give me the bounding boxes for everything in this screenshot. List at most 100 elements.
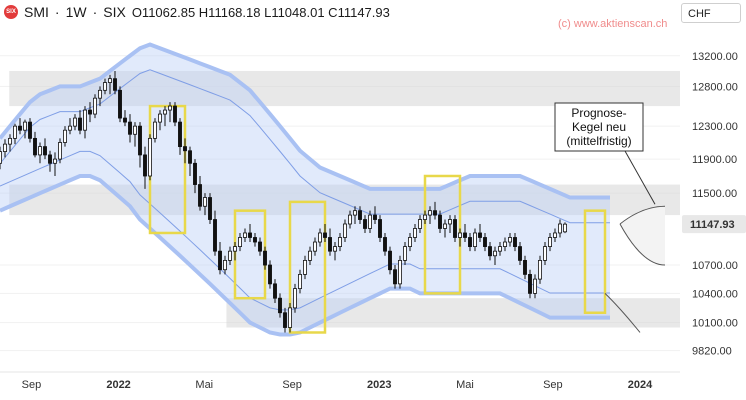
candle-body — [263, 250, 267, 266]
annotation-arrow — [624, 150, 656, 205]
candle — [8, 134, 12, 152]
candle — [483, 232, 487, 252]
candle — [358, 206, 362, 224]
annotation-box — [554, 102, 644, 152]
candle — [248, 223, 252, 243]
candle — [183, 138, 187, 164]
candle — [133, 122, 137, 147]
x-tick-label: Sep — [543, 379, 563, 391]
interval-label[interactable]: 1W — [65, 4, 87, 20]
candle — [563, 222, 567, 234]
candle — [153, 118, 157, 143]
candle-body — [163, 109, 167, 115]
candle-body — [68, 125, 72, 131]
candle — [468, 232, 472, 252]
candle — [448, 215, 452, 233]
candle-body — [143, 154, 147, 177]
candle — [383, 232, 387, 256]
watermark-text: (c) www.aktienscan.ch — [558, 18, 668, 30]
candle — [263, 246, 267, 270]
candle — [203, 193, 207, 216]
candle-body — [358, 210, 362, 220]
candle-body — [283, 312, 287, 328]
envelope-inner-lower-line — [0, 150, 610, 311]
candle — [103, 78, 107, 95]
candle — [128, 114, 132, 143]
candle — [138, 122, 142, 168]
y-tick-label: 13200.00 — [692, 51, 738, 63]
candle-body — [268, 264, 272, 285]
candle-body — [473, 232, 477, 247]
candle — [548, 232, 552, 252]
candle-body — [23, 121, 27, 131]
candle — [283, 307, 287, 333]
candle-body — [233, 246, 237, 252]
candle — [393, 265, 397, 289]
candle — [463, 223, 467, 243]
last-price-badge — [682, 215, 746, 234]
candle-body — [563, 223, 567, 233]
candle — [68, 118, 72, 135]
candle — [308, 246, 312, 266]
candle-body — [203, 197, 207, 207]
currency-selector[interactable]: CHF — [681, 3, 741, 23]
candle-body — [348, 214, 352, 225]
candle — [48, 150, 52, 172]
candle-body — [333, 246, 337, 252]
candle-body — [523, 260, 527, 275]
candle — [98, 86, 102, 107]
highlight-box — [288, 200, 327, 334]
candle — [238, 232, 242, 252]
candle — [438, 210, 442, 233]
candle-body — [518, 246, 522, 261]
candle-body — [133, 125, 137, 135]
candle-body — [108, 78, 112, 83]
candle-body — [363, 219, 367, 229]
candle — [493, 246, 497, 266]
candle-body — [488, 246, 492, 257]
candle-body — [313, 241, 317, 252]
envelope-band-fill — [0, 44, 610, 335]
candle-body — [533, 278, 537, 294]
x-tick-label: 2023 — [367, 379, 391, 391]
candle — [268, 260, 272, 289]
candle — [233, 242, 237, 261]
candle-body — [63, 129, 67, 143]
candle-body — [58, 142, 62, 160]
chart-header: SIX SMI · 1W · SIX O11062.85 H11168.18 L… — [4, 4, 390, 20]
candle — [38, 142, 42, 164]
x-tick-label: 2024 — [628, 379, 653, 391]
candle — [338, 232, 342, 252]
y-tick-label: 10100.00 — [692, 318, 738, 330]
candle-body — [18, 125, 22, 131]
forecast-upper-line — [619, 205, 666, 225]
candle — [498, 242, 502, 256]
ohlc-readout: O11062.85 H11168.18 L11048.01 C11147.93 — [131, 4, 390, 20]
candle-body — [528, 274, 532, 294]
candle — [228, 246, 232, 266]
candle — [213, 210, 217, 256]
candle-body — [183, 146, 187, 152]
candle — [363, 215, 367, 233]
candle-body — [298, 274, 302, 290]
candle-body — [223, 260, 227, 271]
candle — [378, 215, 382, 243]
y-tick-label: 10400.00 — [692, 288, 738, 300]
candle-body — [33, 137, 37, 156]
candle — [0, 146, 2, 170]
envelope-inner-upper-line — [0, 69, 610, 224]
candle — [503, 237, 507, 252]
candle-body — [113, 78, 117, 91]
candle-body — [148, 137, 152, 177]
candle — [353, 206, 357, 224]
candle — [433, 201, 437, 220]
candle-body — [93, 97, 97, 115]
candle — [123, 110, 127, 127]
candle — [533, 274, 537, 299]
candle-body — [73, 117, 77, 127]
candle — [158, 110, 162, 131]
candle-body — [388, 250, 392, 271]
symbol-label[interactable]: SMI — [24, 4, 49, 20]
candle-body — [468, 237, 472, 247]
